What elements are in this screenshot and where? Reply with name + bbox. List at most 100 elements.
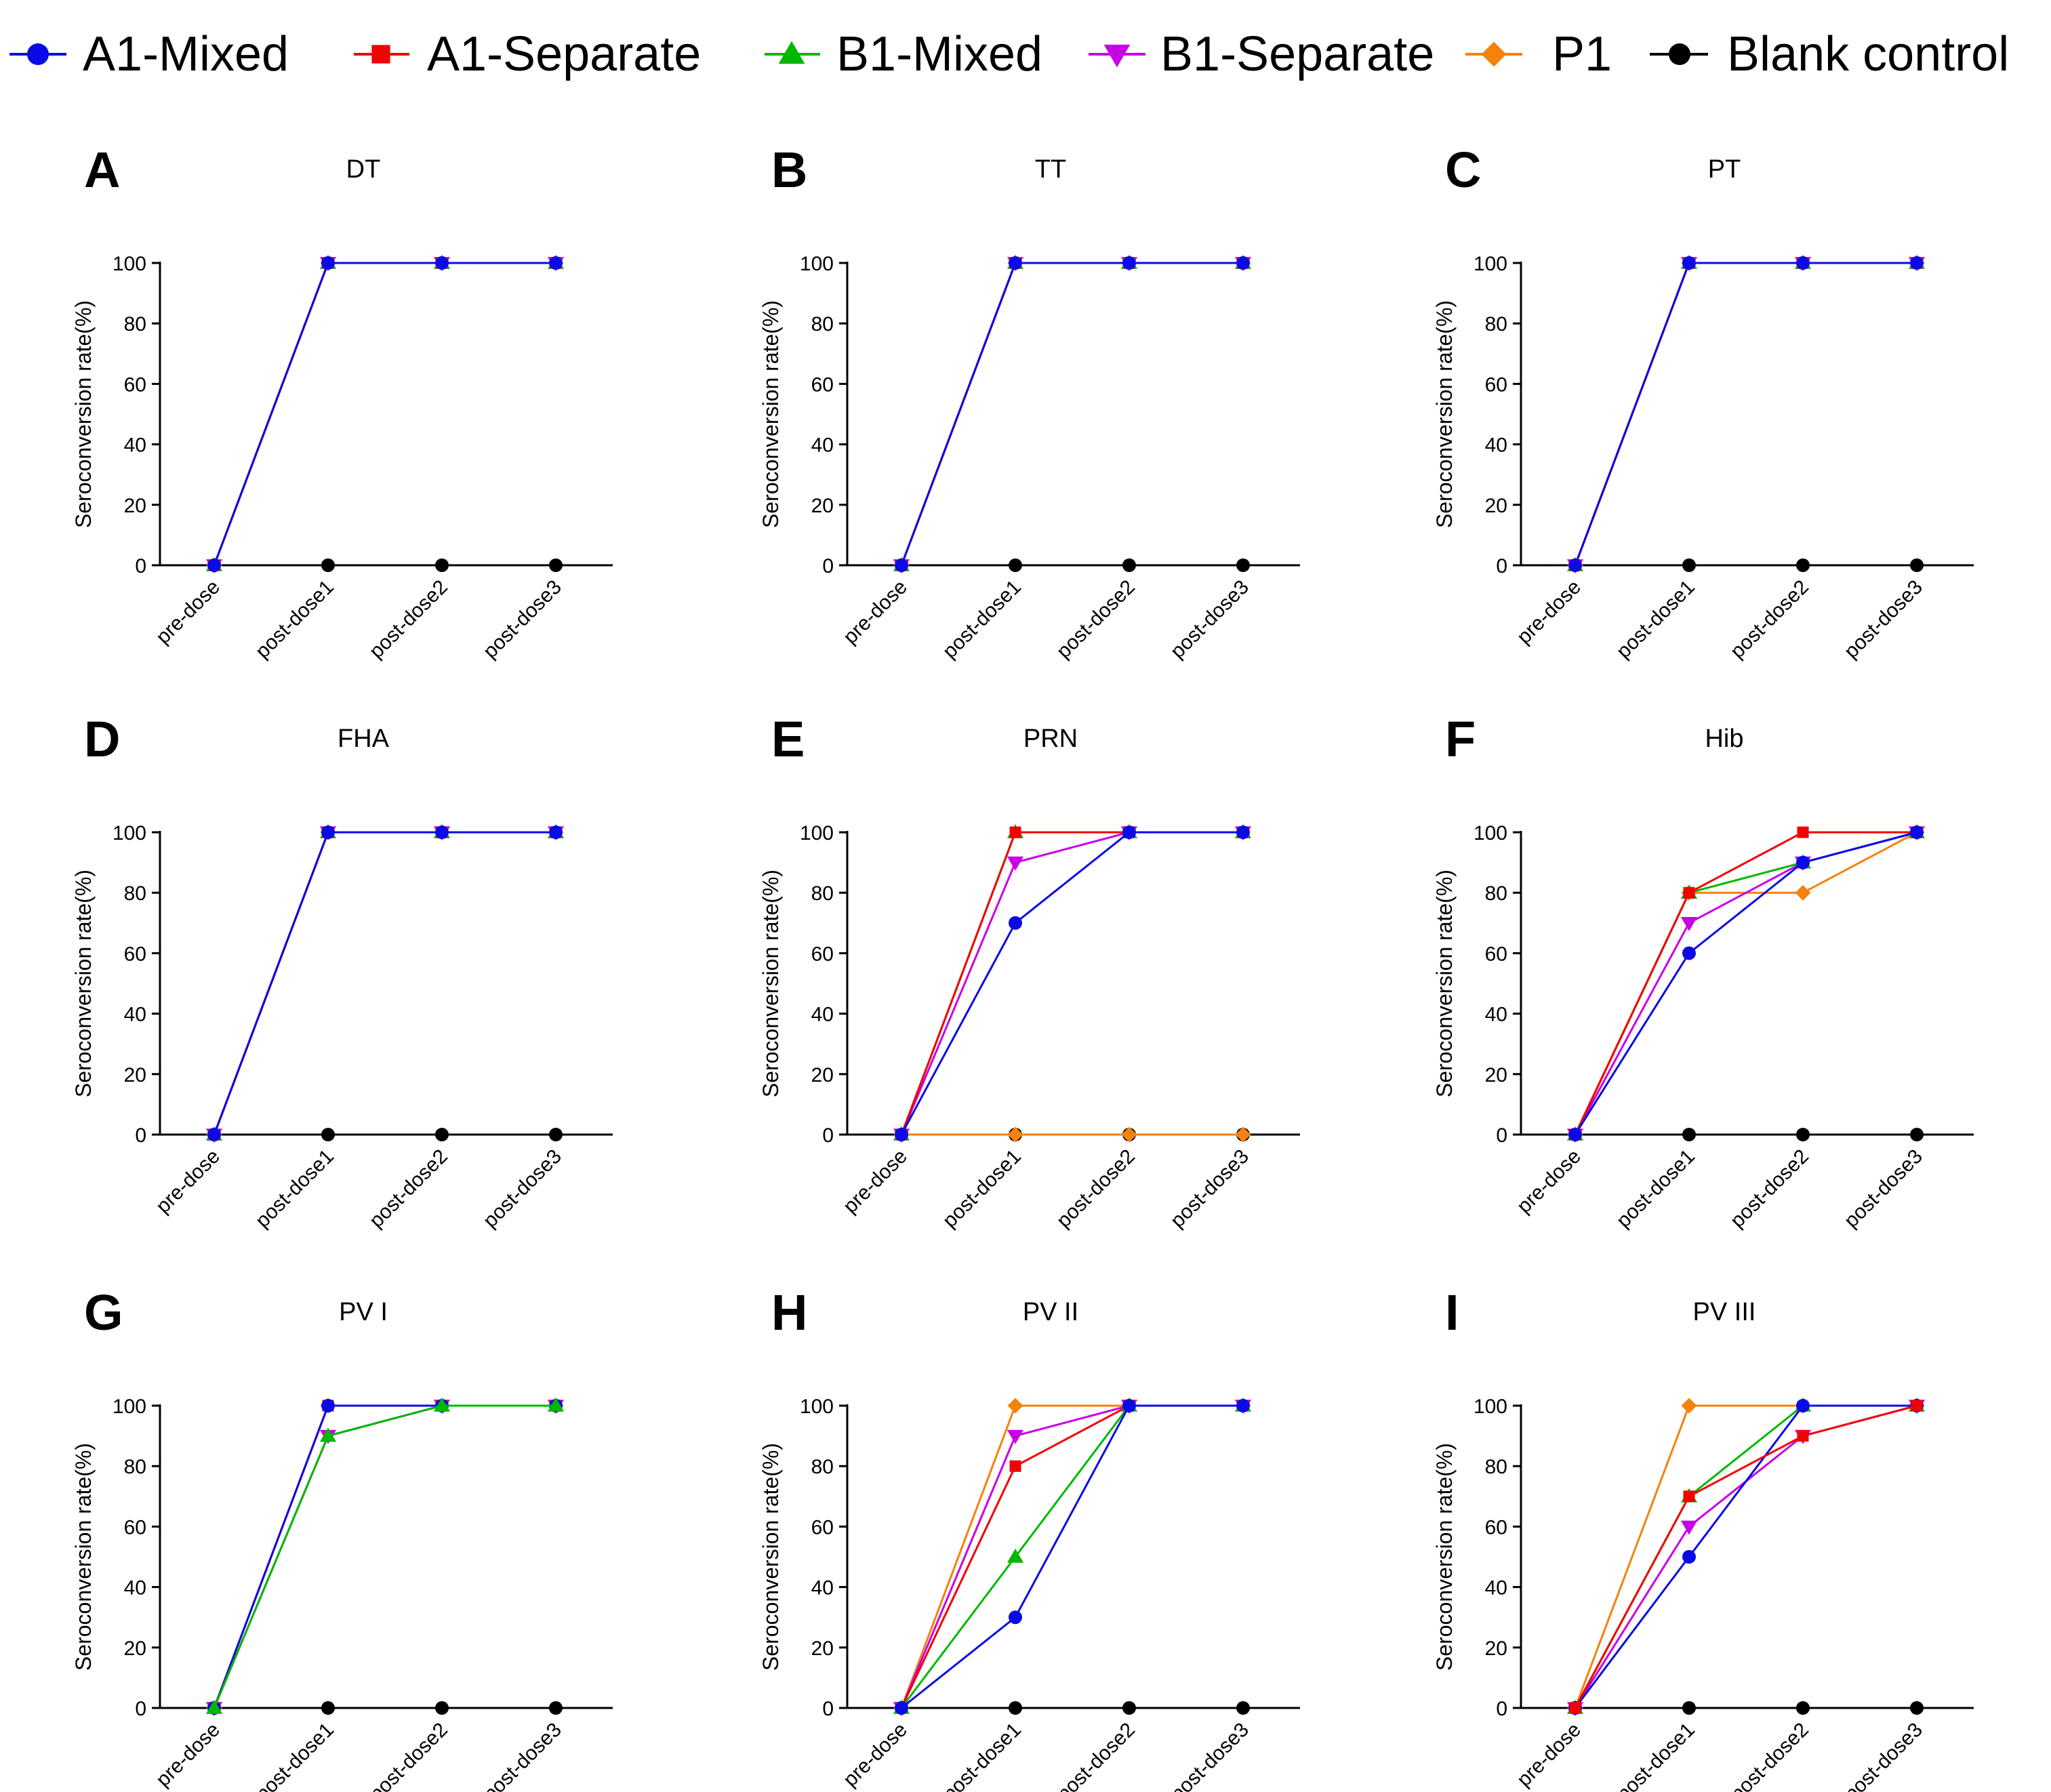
data-point [1682, 256, 1696, 270]
data-point [1796, 1399, 1810, 1412]
legend-item-a1-mixed: A1-Mixed [9, 27, 289, 81]
data-point [1009, 1701, 1022, 1715]
data-point [1682, 1128, 1696, 1141]
y-tick-label: 40 [811, 1577, 834, 1600]
y-tick-label: 80 [1485, 313, 1507, 335]
data-point [435, 558, 449, 572]
data-point [1910, 256, 1924, 270]
series-line [1574, 262, 1917, 566]
series-line [1574, 1404, 1917, 1709]
y-axis-title: Seroconversion rate(%) [758, 870, 783, 1097]
y-tick-label: 0 [1496, 1124, 1507, 1147]
data-point [1910, 558, 1924, 572]
data-point [433, 1397, 451, 1412]
data-point [321, 1128, 335, 1141]
y-tick-label: 0 [1496, 1698, 1507, 1720]
y-axis-title: Seroconversion rate(%) [71, 300, 96, 528]
y-tick-label: 80 [1485, 1456, 1507, 1478]
panel-letter: D [84, 711, 120, 767]
y-tick-label: 100 [1474, 822, 1507, 844]
series-line [213, 831, 556, 1135]
data-point [1680, 1520, 1698, 1535]
panel-letter: I [1445, 1284, 1459, 1341]
series-a1-mixed [895, 256, 1250, 572]
data-point [1682, 558, 1696, 572]
data-point [1236, 1701, 1250, 1715]
data-point [1007, 856, 1024, 871]
y-tick-label: 40 [124, 1577, 146, 1600]
y-axis-title: Seroconversion rate(%) [1432, 300, 1457, 528]
y-tick-label: 60 [1485, 943, 1507, 965]
legend-marker-circle-icon [1669, 43, 1690, 65]
data-point [435, 1701, 449, 1715]
data-point [1680, 917, 1698, 931]
y-tick-label: 20 [1485, 1637, 1507, 1660]
data-point [205, 1699, 223, 1714]
y-tick-label: 80 [1485, 882, 1507, 905]
legend-item-p1: P1 [1465, 27, 1612, 81]
data-point [207, 558, 221, 572]
y-tick-label: 60 [1485, 373, 1507, 396]
data-point [1568, 558, 1582, 572]
y-tick-label: 40 [811, 434, 834, 457]
y-tick-label: 20 [1485, 1064, 1507, 1086]
y-tick-label: 0 [135, 555, 146, 577]
data-point [1683, 887, 1695, 899]
data-point [549, 558, 563, 572]
data-point [1122, 1399, 1136, 1412]
data-point [1910, 826, 1924, 839]
y-axis-title: Seroconversion rate(%) [1432, 1443, 1457, 1671]
series-a1-mixed [895, 826, 1250, 1141]
y-tick-label: 20 [124, 1637, 146, 1660]
data-point [321, 256, 335, 270]
y-tick-label: 100 [800, 253, 834, 275]
series-line [213, 262, 556, 566]
data-point [435, 256, 449, 270]
data-point [1122, 1701, 1136, 1715]
series-a1-mixed [1568, 256, 1924, 572]
data-point [1796, 558, 1810, 572]
y-tick-label: 20 [811, 495, 834, 517]
data-point [1569, 1702, 1581, 1714]
panel-title: PV II [1023, 1298, 1078, 1326]
legend-item-blank-control: Blank control [1650, 27, 2009, 81]
y-axis-title: Seroconversion rate(%) [71, 870, 96, 1097]
legend-marker-triangle-down-icon [1103, 44, 1131, 68]
panel-letter: E [771, 711, 805, 767]
data-point [895, 558, 908, 572]
data-point [1009, 1460, 1021, 1472]
data-point [435, 1128, 449, 1141]
data-point [1683, 1490, 1695, 1503]
y-tick-label: 100 [113, 1396, 146, 1418]
data-point [1009, 916, 1022, 930]
data-point [1009, 558, 1022, 572]
y-tick-label: 60 [1485, 1516, 1507, 1539]
panel-letter: C [1445, 142, 1481, 198]
panel-title: PV III [1693, 1298, 1756, 1326]
y-tick-label: 0 [135, 1124, 146, 1147]
y-tick-label: 80 [124, 313, 146, 335]
legend-label: P1 [1552, 27, 1612, 81]
y-tick-label: 80 [124, 1456, 146, 1478]
y-tick-label: 100 [800, 1396, 834, 1418]
y-tick-label: 40 [811, 1004, 834, 1026]
data-point [1122, 826, 1136, 839]
series-blank-control [207, 558, 563, 572]
legend-marker-square-icon [371, 45, 390, 64]
panel-title: PT [1708, 155, 1741, 184]
series-blank-control [207, 1701, 563, 1715]
y-tick-label: 100 [113, 822, 146, 844]
y-tick-label: 60 [811, 943, 834, 965]
data-point [547, 1397, 565, 1412]
legend-label: B1-Mixed [836, 27, 1042, 81]
y-tick-label: 60 [811, 373, 834, 396]
data-point [1121, 1126, 1137, 1143]
data-point [895, 1128, 908, 1141]
data-point [549, 1701, 563, 1715]
series-line [900, 262, 1243, 566]
y-tick-label: 80 [124, 882, 146, 905]
y-axis-title: Seroconversion rate(%) [1432, 870, 1457, 1097]
y-tick-label: 20 [811, 1637, 834, 1660]
y-tick-label: 40 [124, 1004, 146, 1026]
